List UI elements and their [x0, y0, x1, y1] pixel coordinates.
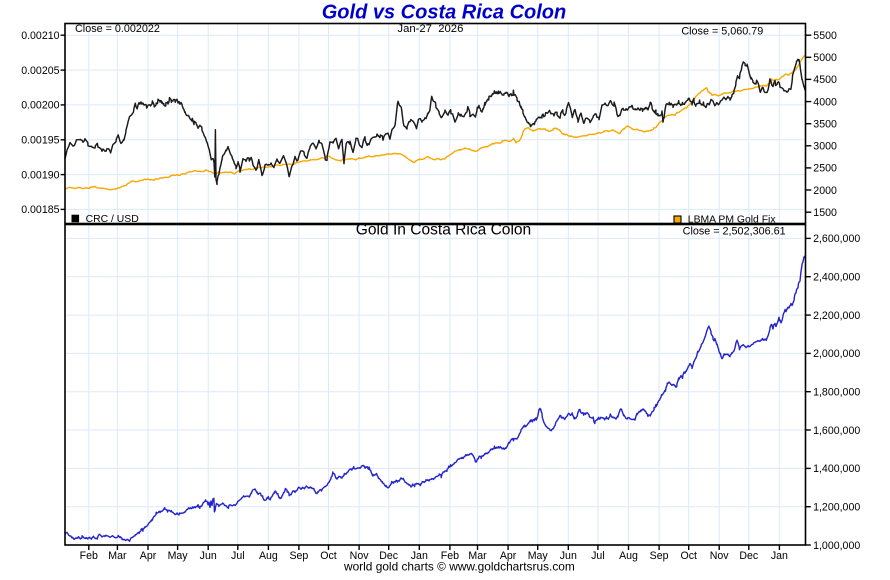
svg-text:Mar: Mar [468, 550, 487, 562]
svg-text:Nov: Nov [710, 550, 730, 562]
svg-text:2000: 2000 [813, 185, 837, 197]
svg-text:4000: 4000 [813, 96, 837, 108]
svg-text:Nov: Nov [350, 550, 370, 562]
svg-text:May: May [168, 550, 189, 562]
svg-text:0.00205: 0.00205 [21, 65, 59, 77]
svg-text:2500: 2500 [813, 163, 837, 175]
svg-text:Close = 0.002022: Close = 0.002022 [75, 23, 160, 35]
svg-text:2,400,000: 2,400,000 [813, 272, 860, 284]
svg-text:5000: 5000 [813, 52, 837, 64]
svg-text:Apr: Apr [500, 550, 517, 562]
svg-text:Oct: Oct [680, 550, 697, 562]
svg-text:3000: 3000 [813, 141, 837, 153]
svg-text:Feb: Feb [441, 550, 459, 562]
svg-text:Apr: Apr [140, 550, 157, 562]
svg-text:2,600,000: 2,600,000 [813, 233, 860, 245]
svg-text:Jun: Jun [560, 550, 577, 562]
svg-text:Gold In Costa Rica Colon: Gold In Costa Rica Colon [356, 222, 531, 239]
svg-text:1,600,000: 1,600,000 [813, 425, 860, 437]
svg-text:Dec: Dec [739, 550, 759, 562]
svg-text:1,000,000: 1,000,000 [813, 540, 860, 552]
svg-text:LBMA PM Gold Fix: LBMA PM Gold Fix [688, 215, 777, 226]
svg-text:Close = 2,502,306.61: Close = 2,502,306.61 [683, 225, 786, 237]
svg-text:Gold vs Costa Rica Colon: Gold vs Costa Rica Colon [322, 2, 566, 24]
svg-text:Jul: Jul [591, 550, 605, 562]
svg-text:Feb: Feb [80, 550, 98, 562]
svg-text:world gold charts © www.goldch: world gold charts © www.goldchartsrus.co… [343, 560, 575, 574]
svg-text:4500: 4500 [813, 74, 837, 86]
svg-text:5500: 5500 [813, 30, 837, 42]
svg-text:3500: 3500 [813, 119, 837, 131]
svg-text:1,400,000: 1,400,000 [813, 463, 860, 475]
svg-text:1,800,000: 1,800,000 [813, 387, 860, 399]
svg-text:Jan: Jan [411, 550, 428, 562]
svg-text:Jan-27 2026: Jan-27 2026 [397, 23, 463, 35]
svg-text:Close = 5,060.79: Close = 5,060.79 [681, 26, 763, 38]
svg-text:Dec: Dec [379, 550, 399, 562]
svg-text:Mar: Mar [108, 550, 127, 562]
svg-text:2,200,000: 2,200,000 [813, 310, 860, 322]
svg-text:2,000,000: 2,000,000 [813, 348, 860, 360]
svg-text:0.00200: 0.00200 [21, 100, 59, 112]
svg-text:Jul: Jul [231, 550, 245, 562]
svg-text:Jun: Jun [200, 550, 217, 562]
svg-text:0.00195: 0.00195 [21, 135, 59, 147]
svg-text:CRC / USD: CRC / USD [86, 214, 139, 225]
svg-text:Aug: Aug [259, 550, 278, 562]
svg-text:Sep: Sep [289, 550, 308, 562]
svg-text:1500: 1500 [813, 207, 837, 219]
svg-text:Oct: Oct [320, 550, 337, 562]
svg-text:0.00185: 0.00185 [21, 204, 59, 216]
svg-text:Sep: Sep [650, 550, 669, 562]
svg-text:Aug: Aug [619, 550, 638, 562]
svg-text:0.00190: 0.00190 [21, 169, 59, 181]
svg-text:0.00210: 0.00210 [21, 30, 59, 42]
svg-text:1,200,000: 1,200,000 [813, 502, 860, 514]
svg-text:May: May [528, 550, 549, 562]
svg-text:Jan: Jan [771, 550, 788, 562]
